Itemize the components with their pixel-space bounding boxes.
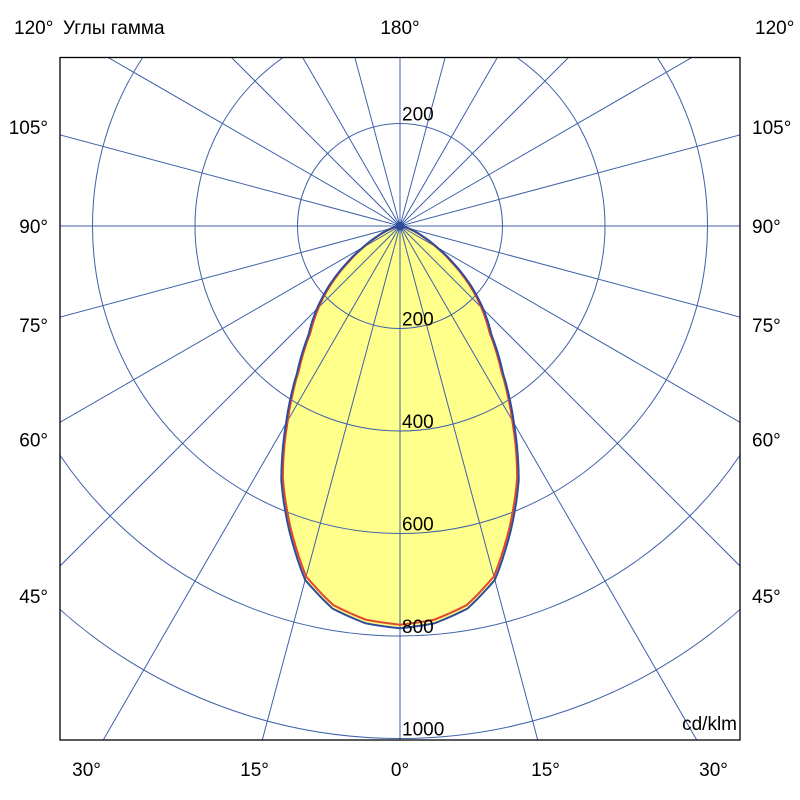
grid-radial-line [60, 134, 401, 227]
grid-radial-line [399, 57, 570, 227]
grid-radial-line [399, 225, 740, 567]
chart-title: Углы гамма [63, 18, 165, 39]
grid-radial-line [399, 225, 539, 740]
ring-value-label: 800 [402, 617, 434, 638]
gamma-angle-label-left: 75° [19, 316, 48, 337]
gamma-angle-label-right: 105° [752, 118, 791, 139]
gamma-angle-label-right: 75° [752, 316, 781, 337]
grid-radial-line [230, 57, 401, 227]
unit-label-cd-klm: cd/klm [682, 714, 737, 735]
gamma-angle-label-bottom: 15° [531, 760, 560, 781]
intensity-curve-blue [280, 225, 520, 630]
grid-radial-line [399, 57, 693, 227]
corner-angle-label-right: 120° [755, 18, 795, 39]
gamma-angle-label-left: 105° [9, 118, 48, 139]
grid-radial-line [60, 225, 401, 423]
grid-radial-line [399, 134, 740, 227]
grid-radial-line [399, 225, 740, 423]
grid-radial-line [107, 57, 401, 227]
grid-radial-line [399, 225, 740, 318]
gamma-angle-label-bottom: 30° [699, 760, 728, 781]
ring-value-label: 200 [402, 310, 434, 331]
corner-angle-label-left: 120° [14, 18, 54, 39]
grid-radial-line [261, 225, 401, 740]
ring-value-label-upper: 200 [402, 105, 434, 126]
ring-value-label: 1000 [402, 720, 444, 741]
polar-origin-dot [395, 221, 405, 231]
gamma-angle-label-left: 90° [19, 217, 48, 238]
gamma-angle-label-bottom: 0° [391, 760, 409, 781]
gamma-angle-label-left: 45° [19, 587, 48, 608]
gamma-angle-label-bottom: 30° [72, 760, 101, 781]
grid-radial-line [102, 225, 401, 740]
plot-frame [59, 56, 741, 741]
gamma-angle-label-left: 60° [19, 431, 48, 452]
grid-radial-line [399, 225, 698, 740]
gamma-angle-label-right: 90° [752, 217, 781, 238]
ring-value-label: 400 [402, 412, 434, 433]
ring-value-label: 600 [402, 515, 434, 536]
gamma-angle-label-bottom: 15° [240, 760, 269, 781]
gamma-angle-label-right: 60° [752, 431, 781, 452]
grid-radial-line [60, 225, 401, 318]
grid-radial-line [60, 225, 401, 567]
top-angle-label-180: 180° [380, 18, 420, 39]
gamma-angle-label-right: 45° [752, 587, 781, 608]
